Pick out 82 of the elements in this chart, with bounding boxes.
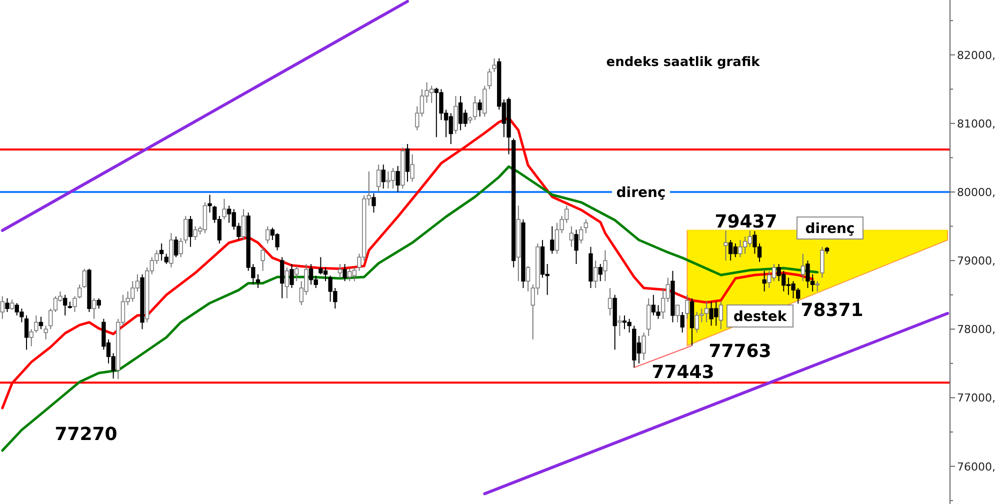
candlestick [550,226,554,254]
candlestick [82,268,86,288]
candlestick [482,85,487,118]
candlestick [372,192,376,214]
candlestick [174,236,178,258]
candlestick [38,316,44,330]
candlestick [294,266,299,282]
candlestick [290,264,294,288]
candlestick [96,298,101,310]
candlestick [92,298,96,320]
y-tick-label: 77000, [957,392,996,405]
candlestick [584,218,588,234]
y-tick-label: 76000, [957,460,996,474]
candlestick [718,301,724,330]
candlestick [598,264,602,282]
candlestick [800,253,806,282]
ref-line-label: direnç [616,185,666,201]
candlestick [410,154,414,182]
candlestick [675,304,680,323]
candlestick [208,194,212,214]
candlestick [260,246,265,272]
candlestick [342,264,347,282]
candlestick [280,256,284,299]
annotation: 77443 [652,362,714,383]
candlestick [178,237,183,258]
candlestick [618,314,622,336]
candlestick [724,230,728,262]
candlestick [159,242,164,262]
candlestick [680,312,684,334]
y-tick-label: 79000, [957,254,996,268]
candlestick [29,328,34,347]
candlestick [574,229,578,264]
text: endeks saatlik grafik [606,55,760,70]
candlestick [454,96,458,134]
candlestick [492,58,496,72]
annotation: 77763 [708,341,772,362]
candlestick [376,164,381,192]
candlestick [472,96,478,120]
candlestick [284,266,290,299]
candlestick [685,294,690,320]
candlestick [593,260,598,288]
candlestick [72,296,77,312]
annotation: direnç [805,221,855,237]
candlestick [478,98,482,118]
candlestick [24,314,29,350]
annotation: 78371 [800,300,864,321]
candlestick [241,208,246,240]
candlestick [646,298,651,336]
candlestick [222,198,226,220]
candlestick [396,165,400,192]
y-tick-label: 82000, [957,48,996,62]
candlestick [184,216,188,244]
candlestick [34,314,38,334]
candlestick [164,253,168,264]
candlestick [642,332,646,360]
candlestick [188,216,193,248]
candlestick [169,232,174,268]
candlestick [603,250,608,282]
candlestick [338,264,342,278]
candlestick [10,299,14,310]
candlestick [405,144,410,182]
candlestick [256,274,260,288]
candlestick [526,266,530,292]
candlestick [266,226,270,244]
y-tick-label: 78000, [957,323,996,336]
y-tick-label: 81000, [957,117,996,130]
candlestick [381,164,386,190]
annotation: 77270 [54,424,118,446]
candlestick [569,226,574,248]
candlestick [487,68,492,90]
candlestick [815,280,820,292]
candlestick [579,226,584,244]
candlestick [44,325,48,340]
candlestick [608,288,612,316]
annotation: 79437 [714,212,778,233]
candlestick [63,294,68,316]
candlestick [77,284,82,299]
y-tick-label: 80000, [957,186,996,199]
candlestick [762,270,766,292]
annotation: destek [733,309,788,325]
candlestick [5,298,10,312]
candlestick [820,246,824,278]
